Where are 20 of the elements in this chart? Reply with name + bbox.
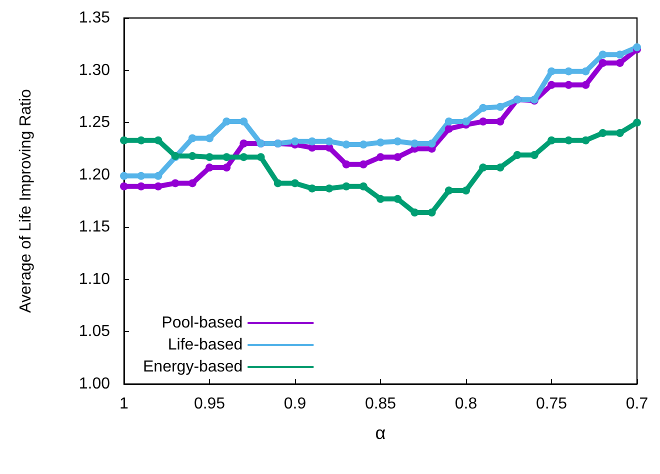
y-tick-label: 1.20 [78,166,110,184]
x-tick-label: 0.8 [454,396,478,412]
x-tick-label: 0.7 [626,396,648,412]
y-tick-label: 1.35 [78,10,110,26]
x-tick-label: 1 [120,396,129,412]
x-tick-label: 0.9 [284,396,306,412]
x-axis-title: α [375,423,386,443]
x-tick-label: 0.85 [364,396,396,412]
y-axis-title: Average of Life Improving Ratio [18,88,34,313]
y-tick-label: 1.00 [78,376,110,392]
x-tick-label: 0.95 [194,396,226,412]
y-tick-label: 1.10 [78,270,110,288]
y-tick-label: 1.05 [78,323,110,340]
legend-label: Life-based [168,336,243,354]
y-tick-label: 1.25 [78,114,110,132]
y-tick-label: 1.30 [78,62,110,79]
legend-label: Energy-based [142,358,243,376]
y-tick-label: 1.15 [78,218,110,236]
x-tick-label: 0.75 [536,396,568,412]
legend-label: Pool-based [162,314,243,332]
